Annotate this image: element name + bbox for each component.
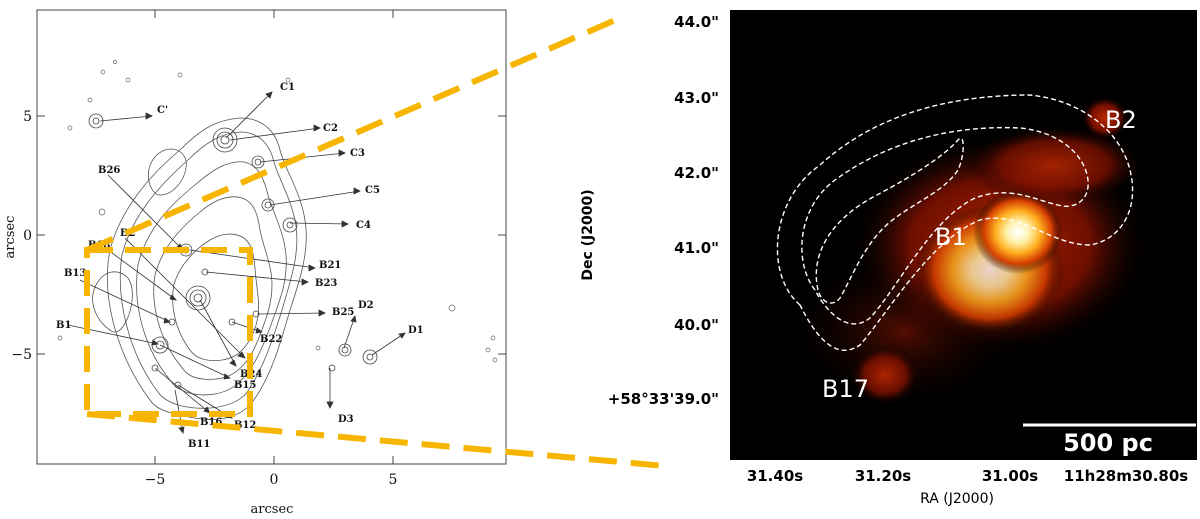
label-b25: B25 <box>332 307 354 318</box>
label-b16: B16 <box>200 417 222 428</box>
dec-tick-labels: 44.0" 43.0" 42.0" 41.0" 40.0" +58°33'39.… <box>608 13 719 408</box>
label-b13: B13 <box>64 268 86 279</box>
label-d3: D3 <box>338 414 354 425</box>
label-b11: B11 <box>188 439 210 450</box>
left-panel: −5 0 5 5 0 −5 arcsec arcsec <box>3 9 507 517</box>
left-ticks <box>37 10 506 464</box>
label-c4: C4 <box>356 220 371 231</box>
source-labels: C1 C2 C3 C5 C4 C' B26 B21 B23 B25 D2 D1 … <box>56 82 424 450</box>
zoom-connectors <box>85 15 666 469</box>
right-panel: B2 B1 B17 500 pc 44.0" 43.0" 42.0" 41.0"… <box>580 10 1197 507</box>
label-b17: B17 <box>822 375 869 403</box>
ra-tick-labels: 31.40s 31.20s 31.00s 11h28m30.80s <box>747 467 1188 485</box>
y-tick-label: 44.0" <box>674 13 719 31</box>
x-tick-label: 31.00s <box>982 467 1038 485</box>
isolated-contour-dots <box>57 60 498 363</box>
label-b1: B1 <box>56 320 71 331</box>
label-b26: B26 <box>98 165 120 176</box>
y-tick-label: −5 <box>11 347 32 363</box>
label-c5: C5 <box>365 185 380 196</box>
label-b23: B23 <box>315 278 337 289</box>
label-d1: D1 <box>408 325 424 336</box>
annotation-arrows <box>67 91 406 434</box>
y-axis-label: Dec (J2000) <box>580 189 596 280</box>
label-b1: B1 <box>935 223 967 251</box>
label-b21: B21 <box>319 260 341 271</box>
y-tick-label: +58°33'39.0" <box>608 390 719 408</box>
left-plot-frame <box>36 9 507 465</box>
label-d2: D2 <box>358 300 374 311</box>
x-tick-label: 0 <box>270 472 279 488</box>
label-c1: C1 <box>280 82 295 93</box>
y-tick-label: 0 <box>23 228 32 244</box>
zoom-box <box>84 247 253 417</box>
y-tick-label: 5 <box>23 109 32 125</box>
label-b2: B2 <box>1105 106 1137 134</box>
label-b22: B22 <box>260 334 282 345</box>
x-tick-label: 31.20s <box>855 467 911 485</box>
scale-bar-label: 500 pc <box>1063 429 1153 457</box>
x-axis-label: arcsec <box>251 502 294 517</box>
x-tick-label: 5 <box>389 472 398 488</box>
contour-overlay <box>776 94 1134 351</box>
y-tick-label: 43.0" <box>674 89 719 107</box>
y-axis-label: arcsec <box>3 216 18 259</box>
label-c-prime: C' <box>157 105 168 116</box>
y-tick-label: 41.0" <box>674 239 719 257</box>
label-b12: B12 <box>234 420 256 431</box>
y-tick-label: 42.0" <box>674 164 719 182</box>
x-tick-label: 31.40s <box>747 467 803 485</box>
label-c3: C3 <box>350 148 365 159</box>
x-tick-label: −5 <box>145 472 166 488</box>
label-c2: C2 <box>323 123 338 134</box>
x-axis-label: RA (J2000) <box>920 491 994 507</box>
label-b15: B15 <box>234 380 256 391</box>
y-tick-label: 40.0" <box>674 316 719 334</box>
x-tick-label: 11h28m30.80s <box>1064 467 1189 485</box>
emission-image <box>785 96 1150 410</box>
